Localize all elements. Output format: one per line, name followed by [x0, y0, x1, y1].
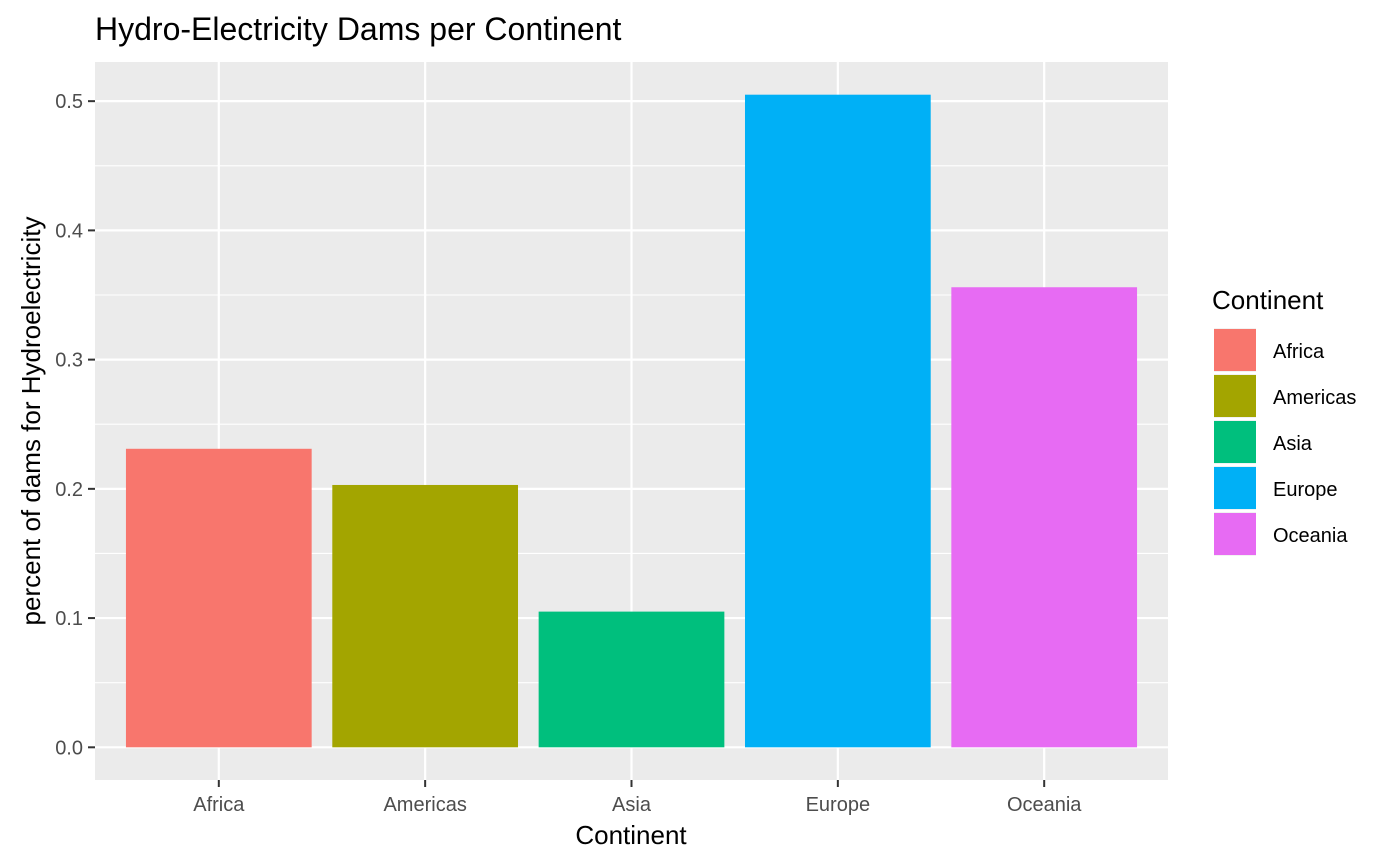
bar-oceania: [951, 287, 1138, 748]
legend-key-swatch: [1214, 375, 1256, 417]
bar-africa: [125, 448, 312, 748]
legend: Continent Africa Americas Asia Europe Oceani…: [1212, 285, 1356, 556]
legend-key-swatch: [1214, 329, 1256, 371]
y-axis-title: percent of dams for Hydroelectricity: [16, 217, 46, 626]
legend-label: Europe: [1273, 479, 1338, 501]
x-axis-title: Continent: [575, 820, 687, 850]
legend-key-swatch: [1214, 421, 1256, 463]
x-tick-label: Oceania: [1007, 794, 1082, 816]
x-axis: Africa Americas Asia Europe Oceania: [193, 780, 1082, 816]
y-tick-label: 0.2: [55, 479, 83, 501]
legend-items: Africa Americas Asia Europe Oceania: [1214, 328, 1356, 556]
legend-key-swatch: [1214, 467, 1256, 509]
legend-key-swatch: [1214, 513, 1256, 555]
x-tick-label: Europe: [806, 794, 871, 816]
bar-europe: [744, 94, 931, 748]
x-tick-label: Africa: [193, 794, 245, 816]
y-tick-label: 0.5: [55, 91, 83, 113]
y-axis: 0.0 0.1 0.2 0.3 0.4 0.5: [55, 91, 95, 759]
bars: [125, 94, 1138, 748]
legend-title: Continent: [1212, 285, 1324, 315]
bar-asia: [538, 611, 725, 748]
legend-label: Asia: [1273, 433, 1313, 455]
x-tick-label: Americas: [383, 794, 466, 816]
y-tick-label: 0.0: [55, 737, 83, 759]
legend-label: Africa: [1273, 341, 1325, 363]
y-tick-label: 0.3: [55, 350, 83, 372]
bar-americas: [332, 484, 519, 748]
legend-label: Oceania: [1273, 525, 1348, 547]
legend-label: Americas: [1273, 387, 1356, 409]
y-tick-label: 0.4: [55, 220, 83, 242]
y-tick-label: 0.1: [55, 608, 83, 630]
chart-title: Hydro-Electricity Dams per Continent: [95, 11, 622, 47]
x-tick-label: Asia: [612, 794, 652, 816]
